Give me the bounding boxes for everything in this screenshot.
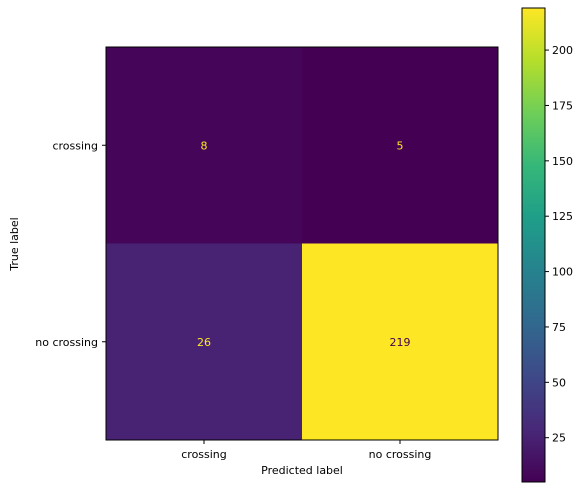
matrix-cell <box>302 47 498 244</box>
cell-value-label: 5 <box>397 139 404 152</box>
cell-value-label: 8 <box>201 139 208 152</box>
colorbar-tick-label: 25 <box>552 432 566 445</box>
colorbar-tick-label: 175 <box>552 99 573 112</box>
colorbar-tick-label: 100 <box>552 266 573 279</box>
matrix-cell <box>106 47 302 244</box>
x-tick-label: no crossing <box>369 448 432 461</box>
x-axis-ticks: crossing no crossing <box>181 440 431 461</box>
y-axis-label: True label <box>8 217 21 271</box>
cell-value-label: 219 <box>390 336 411 349</box>
colorbar-tick-label: 125 <box>552 210 573 223</box>
colorbar-ticks: 25 50 75 100 125 150 175 200 <box>545 44 573 445</box>
colorbar-tick-label: 75 <box>552 321 566 334</box>
y-tick-label: crossing <box>52 139 98 152</box>
matrix-frame <box>105 46 499 441</box>
x-axis-label: Predicted label <box>261 464 343 477</box>
colorbar-tick-label: 150 <box>552 155 573 168</box>
confusion-matrix: 8 5 26 219 <box>106 47 498 440</box>
y-axis-ticks: crossing no crossing <box>35 139 106 349</box>
colorbar-tick-label: 50 <box>552 376 566 389</box>
cell-value-label: 26 <box>197 336 211 349</box>
y-tick-label: no crossing <box>35 336 98 349</box>
matrix-cell <box>302 243 498 440</box>
x-tick-label: crossing <box>181 448 227 461</box>
colorbar <box>521 7 546 483</box>
matrix-cell <box>106 243 302 440</box>
colorbar-tick-label: 200 <box>552 44 573 57</box>
